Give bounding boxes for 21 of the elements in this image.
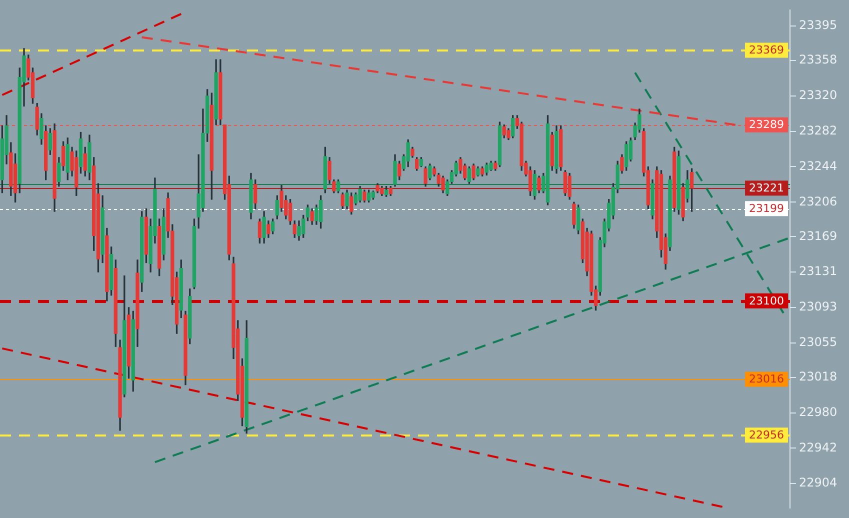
y-tick-label: 23206 <box>799 194 838 208</box>
y-tick-label: 23320 <box>799 88 838 102</box>
ref-line-label: 23016 <box>749 372 784 386</box>
y-tick-label: 23018 <box>799 369 838 384</box>
y-tick-label: 22904 <box>799 476 838 490</box>
y-tick-label: 22942 <box>799 440 838 454</box>
ref-line-label: 23199 <box>749 202 784 216</box>
y-tick-label: 23244 <box>799 158 838 173</box>
y-tick-label: 23282 <box>799 123 838 138</box>
y-tick-label: 22980 <box>799 404 838 419</box>
ref-line-label: 23289 <box>749 118 784 132</box>
ref-line-label: 23221 <box>749 182 784 195</box>
y-tick-label: 23169 <box>799 228 838 243</box>
y-tick-label: 23055 <box>799 334 838 349</box>
y-tick-label: 23358 <box>799 52 838 67</box>
y-tick-label: 23093 <box>799 300 838 314</box>
y-tick-label: 23131 <box>799 264 838 278</box>
y-tick-label: 23395 <box>799 18 838 32</box>
ref-line-label: 22956 <box>749 428 784 442</box>
ref-line-label: 23369 <box>749 44 784 57</box>
ref-line-label: 23100 <box>749 294 784 308</box>
